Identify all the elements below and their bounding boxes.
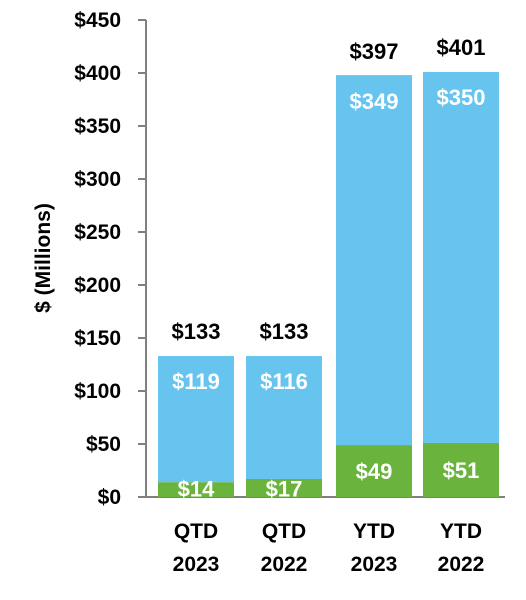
x-tick-label: YTD	[440, 520, 482, 543]
x-tick-label: 2022	[261, 553, 308, 576]
y-tick-label: $50	[86, 433, 121, 456]
y-tick-label: $150	[74, 327, 121, 350]
data-label: $51	[443, 458, 480, 483]
data-label: $350	[437, 85, 486, 110]
x-tick-label: 2022	[438, 553, 485, 576]
data-label: $17	[266, 477, 303, 502]
bar-segment	[336, 445, 412, 497]
y-tick-label: $300	[74, 168, 121, 191]
x-tick-label: QTD	[174, 520, 218, 543]
bar-segment	[158, 482, 234, 497]
data-label: $116	[260, 369, 308, 394]
bar-segment	[336, 75, 412, 446]
y-tick-label: $250	[74, 221, 121, 244]
x-tick-label: 2023	[351, 553, 398, 576]
y-tick-label: $100	[74, 380, 121, 403]
total-label: $401	[437, 35, 486, 60]
y-tick-label: $350	[74, 115, 121, 138]
y-tick-label: $400	[74, 62, 121, 85]
bar-segment	[423, 71, 499, 443]
x-tick-label: QTD	[262, 520, 306, 543]
x-tick-label: YTD	[353, 520, 395, 543]
bar-segment	[423, 442, 499, 497]
bars	[158, 71, 499, 497]
x-tick-label: 2023	[173, 553, 220, 576]
data-label: $349	[350, 89, 399, 114]
data-label: $14	[178, 477, 215, 502]
data-label: $119	[172, 369, 220, 394]
labels: $14 $119 $133 QTD 2023 $17 $116 $133 QTD 2022 $49 $…	[172, 35, 486, 576]
bar-segment	[246, 356, 322, 479]
data-label: $49	[356, 459, 393, 484]
axes: $0 $50 $100 $150 $200 $250 $300 $350 $400 $450 $ (…	[32, 9, 505, 509]
y-axis-title: $ (Millions)	[32, 203, 55, 313]
total-label: $397	[350, 39, 399, 64]
y-tick-label: $200	[74, 274, 121, 297]
y-tick-label: $450	[74, 9, 121, 32]
total-label: $133	[172, 319, 221, 344]
bar-segment	[246, 478, 322, 497]
bar-segment	[158, 356, 234, 483]
y-tick-label: $0	[98, 486, 121, 509]
total-label: $133	[260, 319, 309, 344]
